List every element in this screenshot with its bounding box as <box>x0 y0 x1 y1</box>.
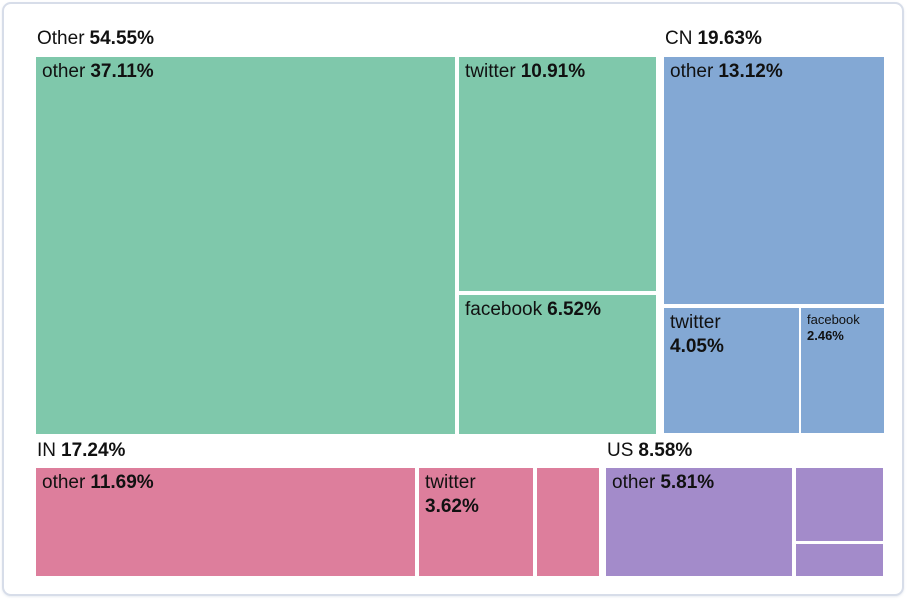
cell-value: 11.69% <box>90 472 154 493</box>
treemap-chart: Other 54.55% CN 19.63% IN 17.24% US 8.58% ot… <box>4 4 902 594</box>
cell-label: other <box>612 472 656 493</box>
group-value: 17.24% <box>61 440 126 461</box>
cell-value: 37.11% <box>90 61 154 82</box>
group-name: Other <box>37 28 85 49</box>
cell-value: 6.52% <box>547 299 601 320</box>
group-name: CN <box>665 28 693 49</box>
group-name: US <box>607 440 634 461</box>
cell-value: 13.12% <box>718 61 783 82</box>
cell-label: twitter <box>425 472 476 493</box>
cell-label: other <box>42 61 86 82</box>
cell-value: 3.62% <box>425 496 479 517</box>
group-value: 19.63% <box>697 28 762 49</box>
cell-in-twitter[interactable]: twitter 3.62% <box>419 468 533 576</box>
group-value: 54.55% <box>89 28 154 49</box>
cell-label: other <box>42 472 86 493</box>
cell-other-twitter[interactable]: twitter 10.91% <box>459 57 656 291</box>
cell-value: 2.46% <box>807 328 844 343</box>
cell-value: 5.81% <box>660 472 715 493</box>
group-label-in: IN 17.24% <box>37 438 125 464</box>
cell-label: facebook <box>807 312 860 327</box>
cell-other-other[interactable]: other 37.11% <box>36 57 455 434</box>
group-label-cn: CN 19.63% <box>665 26 762 52</box>
group-label-other: Other 54.55% <box>37 26 154 52</box>
cell-in-other[interactable]: other 11.69% <box>36 468 415 576</box>
cell-value: 10.91% <box>520 61 586 82</box>
cell-label: twitter <box>465 61 516 82</box>
cell-us-other[interactable]: other 5.81% <box>606 468 792 576</box>
cell-cn-facebook[interactable]: facebook 2.46% <box>801 308 884 433</box>
cell-cn-twitter[interactable]: twitter 4.05% <box>664 308 799 433</box>
cell-in-unlabeled[interactable] <box>537 468 599 576</box>
cell-value: 4.05% <box>670 336 724 357</box>
group-name: IN <box>37 440 56 461</box>
cell-label: twitter <box>670 312 721 333</box>
cell-label: facebook <box>465 299 543 320</box>
group-value: 8.58% <box>638 440 693 461</box>
group-label-us: US 8.58% <box>607 438 692 464</box>
cell-us-unlabeled-1[interactable] <box>796 468 883 541</box>
cell-cn-other[interactable]: other 13.12% <box>664 57 884 304</box>
cell-us-unlabeled-2[interactable] <box>796 544 883 576</box>
cell-other-facebook[interactable]: facebook 6.52% <box>459 295 656 434</box>
cell-label: other <box>670 61 714 82</box>
